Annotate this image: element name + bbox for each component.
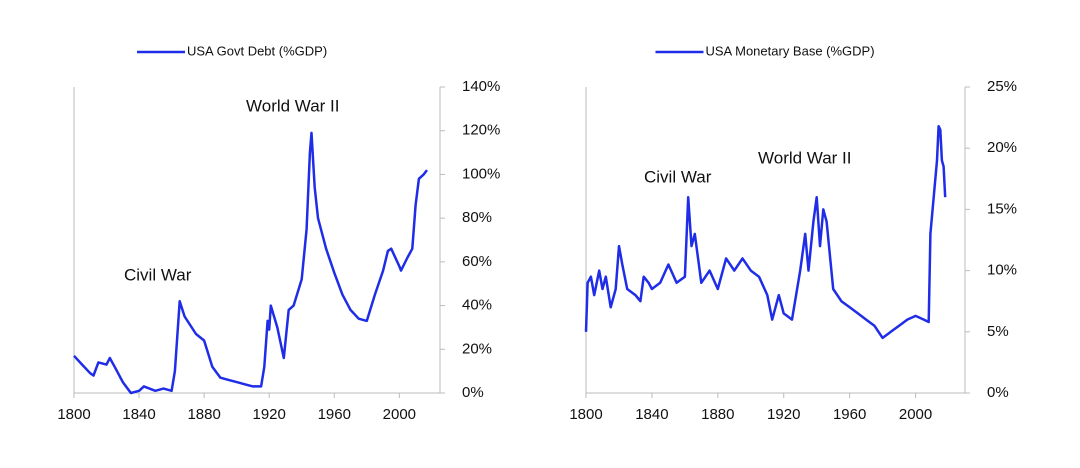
annotation: Civil War [644,167,712,186]
y-tick-label: 20% [462,340,492,357]
annotation: Civil War [124,265,192,284]
legend-label: USA Monetary Base (%GDP) [706,43,875,58]
y-tick-label: 80% [462,209,492,226]
x-tick-label: 1880 [187,406,220,423]
y-tick-label: 25% [987,78,1017,95]
y-tick-label: 140% [462,78,500,95]
x-tick-label: 1960 [833,406,866,423]
data-line [584,124,947,340]
y-tick-label: 40% [462,297,492,314]
x-tick-label: 1960 [318,406,351,423]
y-tick-label: 100% [462,165,500,182]
x-tick-label: 1920 [253,406,286,423]
x-tick-label: 2000 [899,406,932,423]
x-tick-label: 1920 [767,406,800,423]
y-tick-label: 0% [462,384,484,401]
data-line [73,131,428,395]
annotation: World War II [246,96,340,115]
x-tick-label: 1800 [569,406,602,423]
y-tick-label: 120% [462,122,500,139]
x-tick-label: 1880 [701,406,734,423]
annotation: World War II [758,148,852,167]
y-tick-label: 15% [987,200,1017,217]
x-tick-label: 1840 [122,406,155,423]
x-tick-label: 2000 [383,406,416,423]
y-tick-label: 0% [987,384,1009,401]
x-tick-label: 1840 [635,406,668,423]
y-tick-label: 10% [987,262,1017,279]
legend-label: USA Govt Debt (%GDP) [187,43,327,58]
y-tick-label: 60% [462,253,492,270]
y-tick-label: 5% [987,323,1009,340]
y-tick-label: 20% [987,139,1017,156]
x-tick-label: 1800 [57,406,90,423]
